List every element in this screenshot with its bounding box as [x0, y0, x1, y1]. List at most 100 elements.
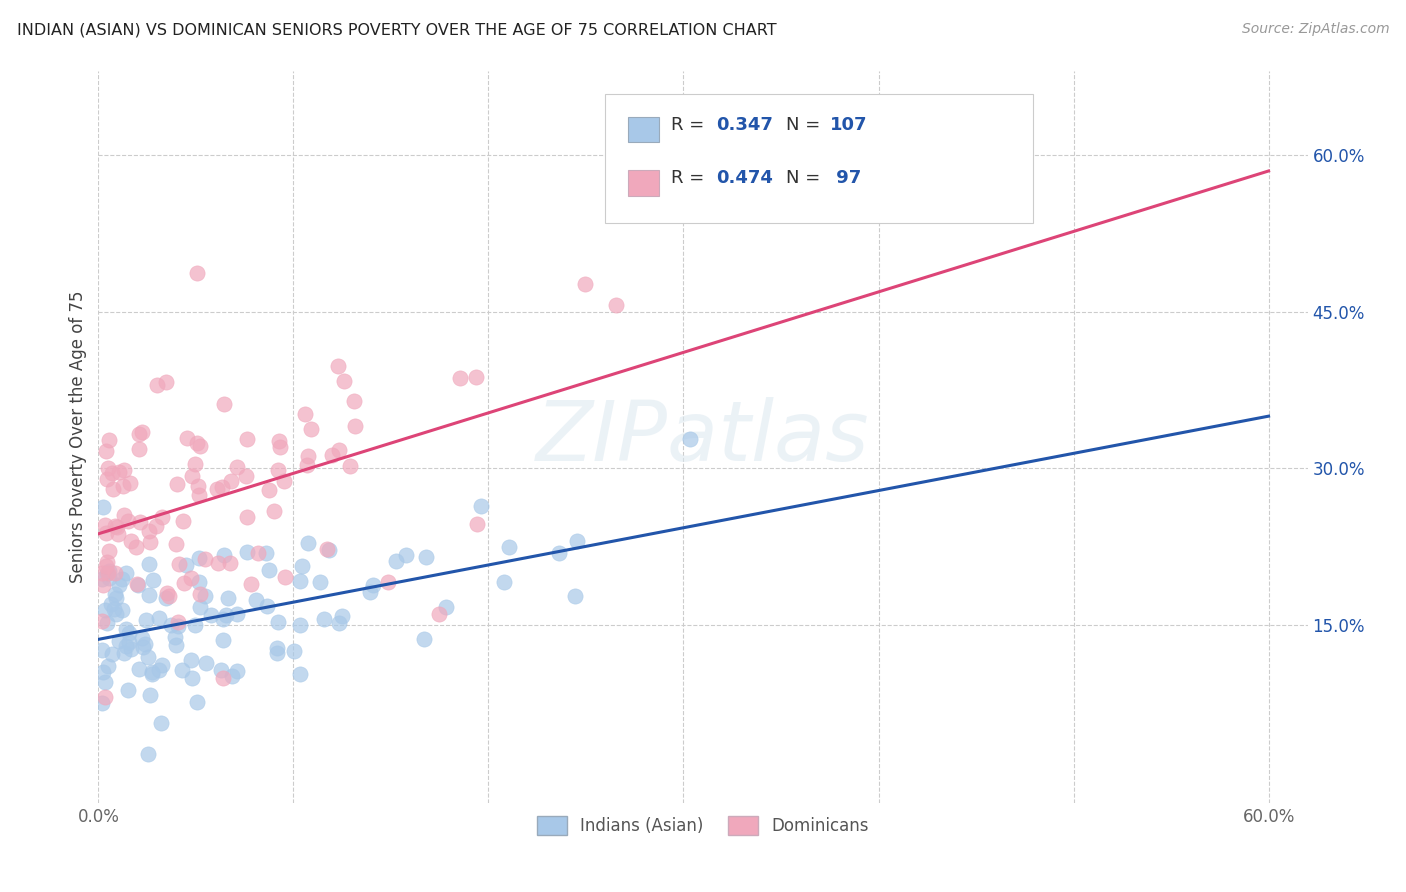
Text: R =: R = — [671, 116, 704, 134]
Point — [266, 647, 288, 661]
Point — [547, 546, 569, 560]
Point — [449, 371, 471, 385]
Point — [184, 457, 207, 471]
Point — [328, 615, 350, 630]
Point — [91, 500, 114, 515]
Point — [131, 425, 153, 440]
Point — [96, 559, 118, 574]
Point — [97, 571, 120, 585]
Point — [235, 469, 257, 483]
Point — [267, 615, 290, 630]
Point — [221, 669, 243, 683]
Y-axis label: Seniors Poverty Over the Age of 75: Seniors Poverty Over the Age of 75 — [69, 291, 87, 583]
Point — [170, 663, 193, 677]
Point — [163, 631, 186, 645]
Point — [110, 602, 132, 616]
Point — [91, 665, 114, 679]
Point — [297, 535, 319, 549]
Point — [274, 570, 297, 584]
Point — [188, 439, 211, 453]
Point — [132, 640, 155, 654]
Point — [96, 472, 118, 486]
Point — [138, 557, 160, 571]
Point — [283, 644, 305, 658]
Point — [96, 616, 118, 631]
Point — [96, 566, 118, 580]
Point — [333, 374, 356, 388]
Text: 107: 107 — [830, 116, 868, 134]
Point — [359, 585, 381, 599]
Point — [138, 588, 160, 602]
Text: N =: N = — [786, 116, 820, 134]
Point — [180, 571, 202, 585]
Point — [128, 442, 150, 456]
Point — [226, 664, 249, 678]
Point — [120, 642, 142, 657]
Point — [194, 589, 217, 603]
Point — [115, 640, 138, 654]
Point — [150, 509, 173, 524]
Point — [564, 590, 586, 604]
Point — [259, 483, 281, 497]
Point — [146, 377, 169, 392]
Point — [167, 615, 190, 629]
Point — [101, 483, 124, 497]
Point — [288, 574, 311, 588]
Point — [125, 540, 148, 554]
Point — [318, 542, 340, 557]
Point — [104, 607, 127, 621]
Point — [155, 375, 177, 389]
Point — [100, 466, 122, 480]
Point — [112, 479, 135, 493]
Point — [97, 461, 120, 475]
Point — [415, 549, 437, 564]
Point — [269, 440, 291, 454]
Point — [200, 607, 222, 622]
Point — [194, 551, 217, 566]
Point — [112, 646, 135, 660]
Point — [339, 458, 361, 473]
Point — [166, 619, 188, 633]
Point — [254, 546, 277, 560]
Point — [498, 540, 520, 554]
Text: 97: 97 — [830, 169, 860, 187]
Point — [112, 462, 135, 476]
Point — [115, 622, 138, 636]
Point — [97, 544, 120, 558]
Point — [385, 554, 408, 568]
Point — [263, 504, 285, 518]
Point — [156, 586, 179, 600]
Point — [118, 476, 141, 491]
Point — [127, 577, 149, 591]
Point — [107, 466, 129, 480]
Point — [110, 572, 132, 586]
Point — [105, 519, 128, 533]
Point — [187, 478, 209, 492]
Point — [186, 435, 208, 450]
Point — [138, 524, 160, 538]
Point — [98, 564, 121, 578]
Point — [96, 555, 118, 569]
Point — [128, 427, 150, 442]
Point — [235, 433, 257, 447]
Point — [188, 574, 211, 589]
Point — [184, 618, 207, 632]
Point — [104, 566, 127, 581]
Point — [269, 434, 291, 448]
Point — [96, 525, 118, 540]
Point — [97, 433, 120, 447]
Point — [395, 548, 418, 562]
Text: INDIAN (ASIAN) VS DOMINICAN SENIORS POVERTY OVER THE AGE OF 75 CORRELATION CHART: INDIAN (ASIAN) VS DOMINICAN SENIORS POVE… — [17, 22, 776, 37]
Point — [377, 574, 399, 589]
Point — [91, 643, 114, 657]
Point — [195, 657, 218, 671]
Point — [165, 537, 187, 551]
Point — [165, 638, 187, 652]
Point — [239, 576, 262, 591]
Point — [207, 556, 229, 570]
Point — [136, 649, 159, 664]
Point — [214, 397, 236, 411]
Point — [465, 369, 488, 384]
Point — [219, 475, 242, 489]
Point — [100, 597, 122, 611]
